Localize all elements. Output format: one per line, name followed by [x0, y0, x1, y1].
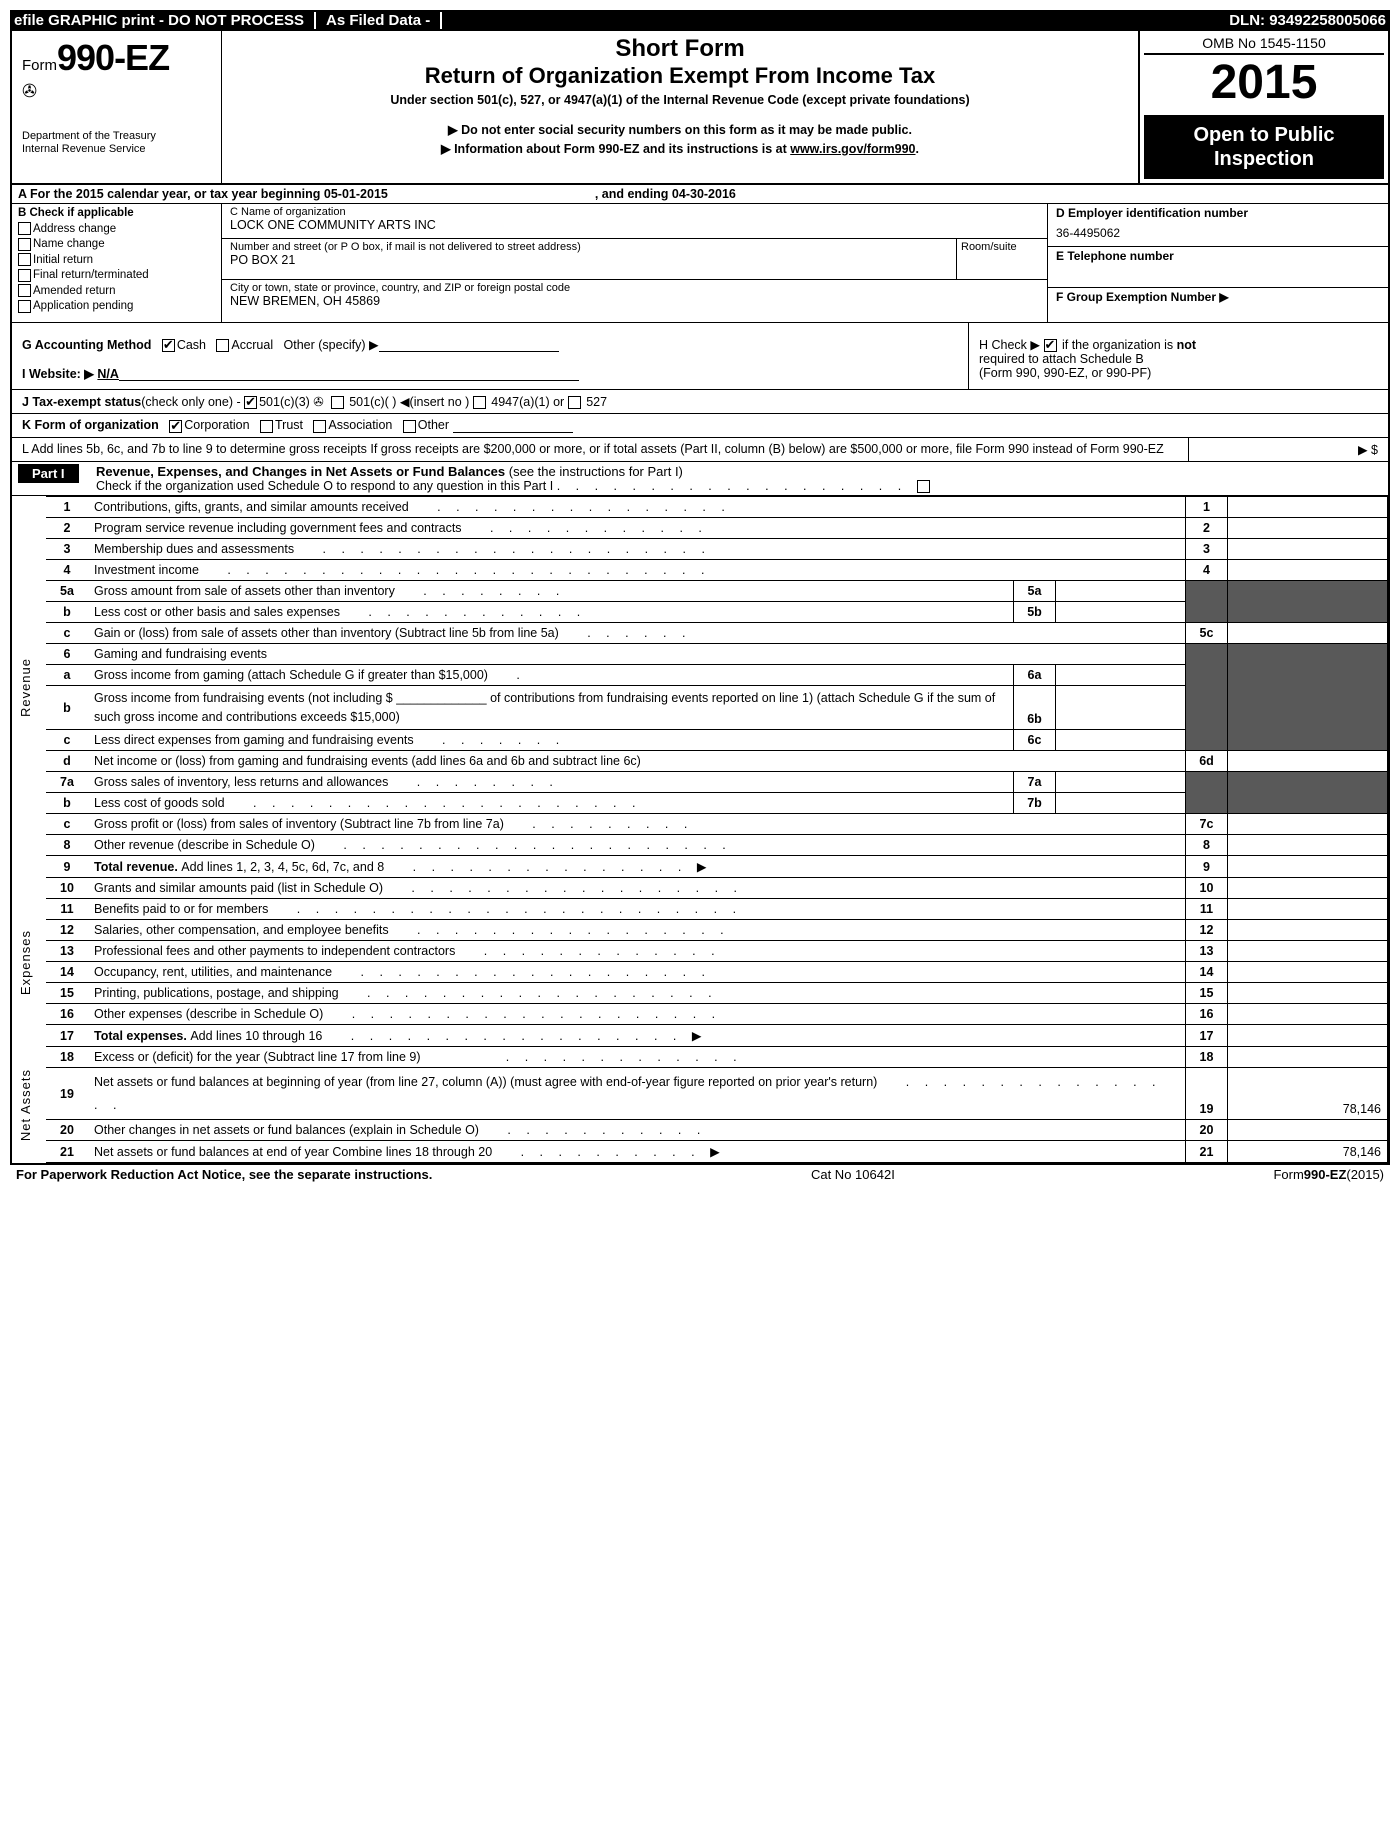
other-method-input[interactable]	[379, 338, 559, 352]
irs-link[interactable]: www.irs.gov/form990	[790, 142, 915, 156]
expenses-label: Expenses	[18, 930, 33, 995]
row-a: A For the 2015 calendar year, or tax yea…	[12, 185, 1388, 204]
checkbox-initial-return[interactable]	[18, 253, 31, 266]
lines-table: Revenue 1 Contributions, gifts, grants, …	[12, 496, 1388, 1164]
omb-number: OMB No 1545-1150	[1144, 35, 1384, 55]
footer: For Paperwork Reduction Act Notice, see …	[10, 1165, 1390, 1184]
checkbox-501c[interactable]	[331, 396, 344, 409]
checkbox-527[interactable]	[568, 396, 581, 409]
revenue-label: Revenue	[18, 658, 33, 717]
row-l: L Add lines 5b, 6c, and 7b to line 9 to …	[12, 438, 1388, 462]
checkbox-assoc[interactable]	[313, 420, 326, 433]
checkbox-address-change[interactable]	[18, 222, 31, 235]
col-d: D Employer identification number 36-4495…	[1048, 204, 1388, 322]
efile-icon: ✇	[22, 81, 211, 102]
checkbox-name-change[interactable]	[18, 238, 31, 251]
gh-row: G Accounting Method Cash Accrual Other (…	[12, 323, 1388, 390]
open-public: Open to Public Inspection	[1144, 115, 1384, 179]
short-form-title: Short Form	[234, 35, 1126, 63]
row-j: J Tax-exempt status(check only one) - 50…	[12, 390, 1388, 414]
dln: DLN: 93492258005066	[1229, 12, 1386, 29]
checkbox-application-pending[interactable]	[18, 300, 31, 313]
top-bar: efile GRAPHIC print - DO NOT PROCESS As …	[10, 10, 1390, 31]
checkbox-schedule-o[interactable]	[917, 480, 930, 493]
row-k: K Form of organization Corporation Trust…	[12, 414, 1388, 437]
netassets-label: Net Assets	[18, 1069, 33, 1141]
checkbox-4947[interactable]	[473, 396, 486, 409]
website: N/A	[97, 367, 119, 381]
part-1-header: Part I Revenue, Expenses, and Changes in…	[12, 462, 1388, 496]
checkbox-cash[interactable]	[162, 339, 175, 352]
efile-print: efile GRAPHIC print - DO NOT PROCESS	[14, 12, 316, 29]
org-city: NEW BREMEN, OH 45869	[230, 294, 1039, 308]
dept-irs: Internal Revenue Service	[22, 143, 211, 156]
tax-year: 2015	[1144, 55, 1384, 115]
as-filed: As Filed Data -	[316, 12, 442, 29]
dept-treasury: Department of the Treasury	[22, 130, 211, 143]
org-name: LOCK ONE COMMUNITY ARTS INC	[230, 218, 1039, 232]
amt-19: 78,146	[1228, 1068, 1388, 1120]
amt-21: 78,146	[1228, 1141, 1388, 1163]
checkbox-accrual[interactable]	[216, 339, 229, 352]
checkbox-corp[interactable]	[169, 420, 182, 433]
form-header: Form990-EZ ✇ Department of the Treasury …	[12, 31, 1388, 185]
col-b: B Check if applicable Address change Nam…	[12, 204, 222, 322]
ein: 36-4495062	[1056, 226, 1380, 240]
return-title: Return of Organization Exempt From Incom…	[234, 63, 1126, 89]
checkbox-amended-return[interactable]	[18, 284, 31, 297]
checkbox-trust[interactable]	[260, 420, 273, 433]
col-c: C Name of organization LOCK ONE COMMUNIT…	[222, 204, 1048, 322]
checkbox-h[interactable]	[1044, 339, 1057, 352]
checkbox-other-org[interactable]	[403, 420, 416, 433]
notice-ssn: ▶ Do not enter social security numbers o…	[234, 121, 1126, 140]
form-number: 990-EZ	[57, 37, 169, 78]
notice-info: ▶ Information about Form 990-EZ and its …	[234, 140, 1126, 159]
org-street: PO BOX 21	[230, 253, 948, 267]
under-section: Under section 501(c), 527, or 4947(a)(1)…	[234, 93, 1126, 107]
info-grid: B Check if applicable Address change Nam…	[12, 204, 1388, 323]
form-prefix: Form	[22, 57, 57, 74]
checkbox-final-return[interactable]	[18, 269, 31, 282]
checkbox-501c3[interactable]	[244, 396, 257, 409]
as-filed-blank	[442, 12, 504, 29]
